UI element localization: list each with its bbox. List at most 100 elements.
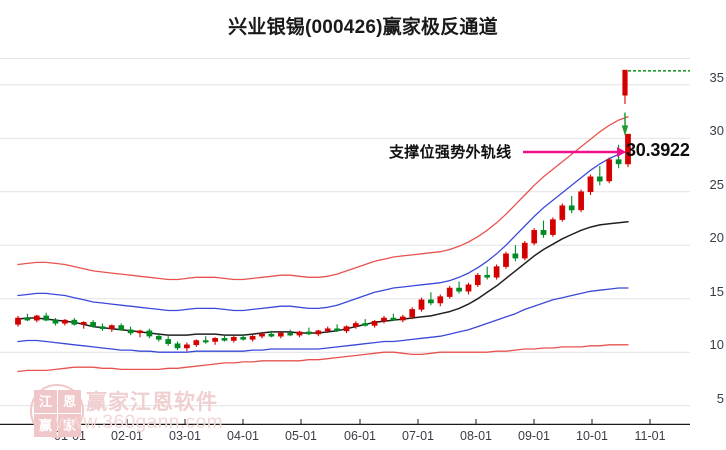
candle-body bbox=[615, 159, 622, 165]
candle-body bbox=[184, 344, 190, 349]
candle-body bbox=[456, 287, 462, 292]
y-tick-label-10: 10 bbox=[709, 337, 724, 353]
x-tick-label-10-01: 10-01 bbox=[576, 429, 608, 443]
x-tick-label-02-01: 02-01 bbox=[111, 429, 143, 443]
candle-body bbox=[43, 315, 50, 321]
candle-body bbox=[80, 322, 87, 325]
candle-body bbox=[531, 230, 538, 244]
series-inner_lower_band bbox=[17, 287, 629, 353]
candle-body bbox=[146, 330, 153, 337]
candle-body bbox=[606, 159, 613, 182]
candle-body bbox=[240, 337, 247, 340]
candle-body bbox=[409, 309, 416, 318]
candle-body bbox=[90, 322, 96, 327]
candle-body bbox=[315, 330, 322, 335]
signal-down-arrow-head bbox=[621, 125, 629, 137]
candle-body bbox=[230, 337, 237, 341]
series-outer_upper_band bbox=[17, 116, 629, 281]
candle-body bbox=[521, 242, 528, 259]
candle-body bbox=[52, 319, 59, 324]
seal-char-4: 家 bbox=[58, 414, 81, 437]
candle-body bbox=[287, 332, 294, 336]
candle-body bbox=[559, 205, 566, 220]
y-tick-label-35: 35 bbox=[709, 69, 724, 85]
x-tick-label-05-01: 05-01 bbox=[285, 429, 317, 443]
candle-body bbox=[474, 274, 481, 286]
candlestick-series bbox=[15, 133, 631, 352]
x-tick-label-08-01: 08-01 bbox=[460, 429, 492, 443]
candle-body bbox=[625, 133, 631, 165]
candle-body bbox=[118, 325, 125, 331]
candle-body bbox=[202, 340, 209, 343]
candle-body bbox=[390, 317, 397, 321]
candle-body bbox=[296, 331, 303, 336]
candle-body bbox=[212, 338, 218, 342]
candle-body bbox=[381, 317, 387, 322]
candle-body bbox=[512, 253, 519, 259]
seal-ring bbox=[30, 384, 84, 438]
candle-body bbox=[268, 333, 275, 337]
candle-body bbox=[503, 253, 509, 267]
y-tick-label-25: 25 bbox=[709, 176, 724, 192]
candle-body bbox=[371, 320, 378, 326]
annotation-value: 30.3922 bbox=[626, 140, 690, 160]
candle-body bbox=[193, 340, 200, 346]
candle-body bbox=[62, 319, 68, 324]
candle-body bbox=[446, 287, 453, 297]
candle-body bbox=[465, 284, 472, 292]
seal-char-2: 恩 bbox=[58, 390, 81, 413]
watermark-seal-logo: 江 恩 赢 家 bbox=[30, 384, 84, 438]
candle-body bbox=[399, 316, 406, 321]
y-tick-label-15: 15 bbox=[709, 283, 724, 299]
seal-char-1: 江 bbox=[34, 390, 57, 413]
x-tick-label-04-01: 04-01 bbox=[227, 429, 259, 443]
candle-body bbox=[33, 315, 40, 321]
candle-body bbox=[484, 274, 491, 278]
candle-body bbox=[343, 326, 350, 332]
x-tick-label-09-01: 09-01 bbox=[518, 429, 550, 443]
candle-body bbox=[550, 219, 556, 235]
y-tick-label-5: 5 bbox=[716, 390, 724, 406]
candle-body bbox=[578, 191, 584, 211]
candle-body bbox=[428, 299, 434, 304]
candle-body bbox=[259, 333, 265, 337]
candle-body bbox=[155, 335, 162, 340]
candle-body bbox=[24, 317, 31, 321]
annotation-arrow-head bbox=[617, 147, 626, 157]
candle-body bbox=[137, 330, 143, 334]
candle-body bbox=[587, 176, 594, 193]
y-tick-label-20: 20 bbox=[709, 230, 724, 246]
y-tick-label-30: 30 bbox=[709, 123, 724, 139]
candle-body bbox=[493, 266, 500, 278]
watermark-url: www.360gann.com bbox=[55, 412, 224, 433]
x-tick-label-07-01: 07-01 bbox=[402, 429, 434, 443]
x-tick-label-11-01: 11-01 bbox=[634, 429, 666, 443]
candle-body bbox=[568, 205, 575, 211]
series-outer_lower_band bbox=[17, 344, 629, 373]
candle-body bbox=[165, 339, 172, 344]
candle-body bbox=[362, 323, 369, 326]
candle-body bbox=[324, 328, 331, 332]
page-title: 兴业银锡(000426)赢家极反通道 bbox=[228, 17, 498, 38]
candle-body bbox=[596, 176, 603, 182]
candle-body bbox=[174, 343, 181, 349]
candle-body bbox=[540, 230, 547, 235]
candle-body bbox=[71, 319, 78, 325]
candle-body bbox=[249, 335, 256, 340]
candle-body bbox=[99, 326, 106, 329]
series-inner_upper_band bbox=[17, 150, 629, 312]
candle-body bbox=[334, 328, 340, 332]
plot-area[interactable] bbox=[0, 58, 690, 425]
x-tick-label-03-01: 03-01 bbox=[169, 429, 201, 443]
candle-body bbox=[277, 332, 284, 337]
candle-body bbox=[418, 299, 425, 310]
x-tick-label-06-01: 06-01 bbox=[344, 429, 376, 443]
chart-canvas bbox=[0, 58, 690, 425]
candle-body bbox=[108, 325, 115, 329]
candle-body bbox=[15, 317, 21, 325]
candle-body bbox=[221, 338, 228, 341]
candle-body bbox=[127, 329, 134, 334]
candle-body bbox=[437, 296, 444, 304]
annotation-label: 支撑位强势外轨线 bbox=[389, 144, 512, 161]
